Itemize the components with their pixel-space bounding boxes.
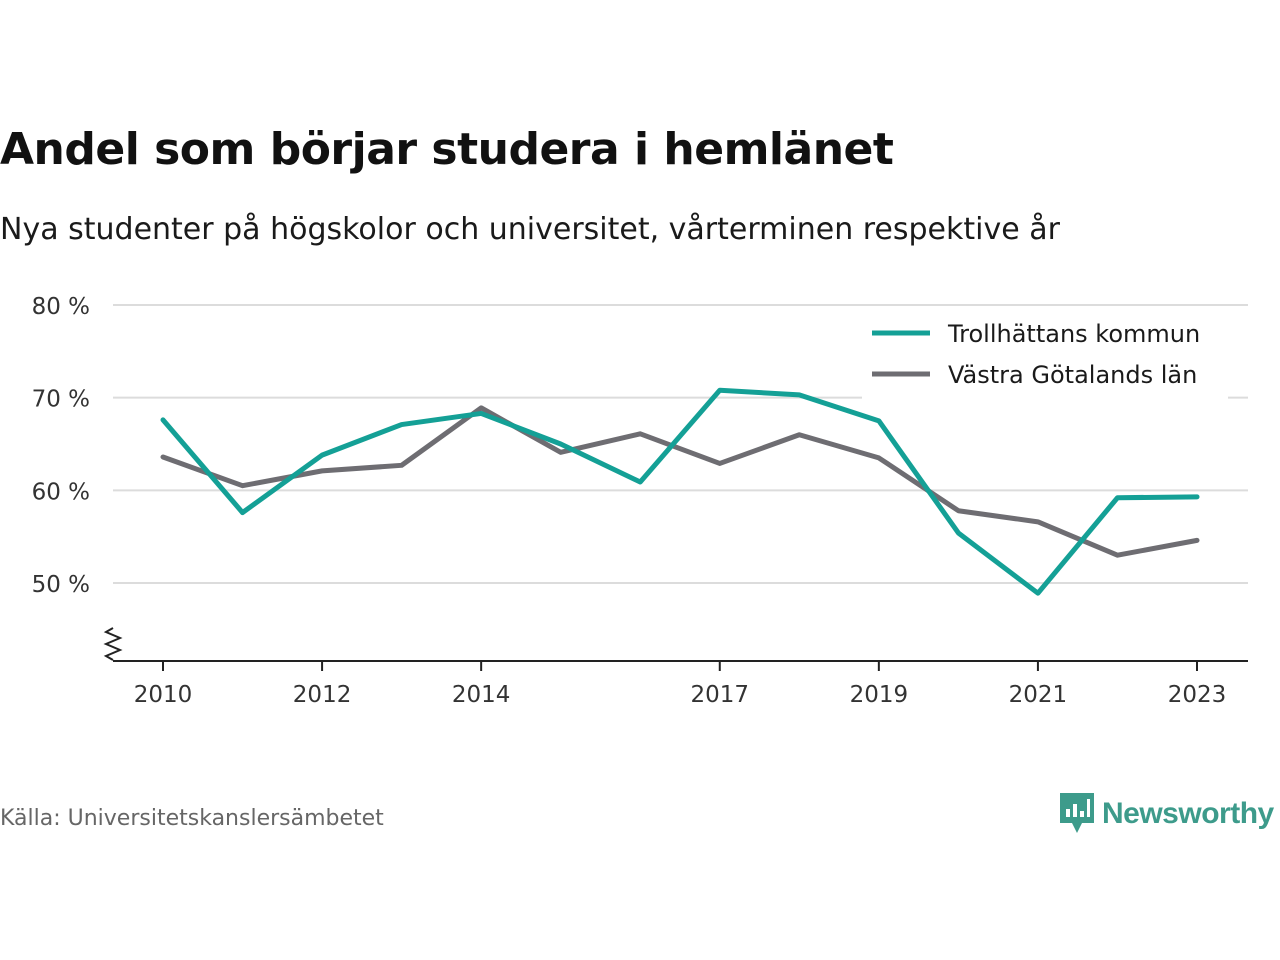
legend-background <box>862 316 1228 400</box>
axis-break-icon <box>103 627 123 661</box>
x-tick-label: 2019 <box>850 682 909 708</box>
chart-subtitle: Nya studenter på högskolor och universit… <box>0 212 1060 247</box>
line-chart: 50 % 60 % 70 % 80 % 2010 2012 2014 2017 2019 2021… <box>32 294 1248 708</box>
x-tick-label: 2010 <box>134 682 193 708</box>
legend-label: Trollhättans kommun <box>947 320 1200 348</box>
chart-title: Andel som börjar studera i hemlänet <box>0 124 894 175</box>
brand-name: Newsworthy <box>1102 797 1274 830</box>
y-tick-label: 80 % <box>32 294 90 320</box>
x-tick-label: 2014 <box>452 682 511 708</box>
x-tick-label: 2012 <box>293 682 352 708</box>
series-line <box>160 405 1200 558</box>
series-line <box>160 387 1200 596</box>
axes: 50 % 60 % 70 % 80 % 2010 2012 2014 2017 2019 2021… <box>32 294 1248 708</box>
x-tick-label: 2017 <box>690 682 749 708</box>
y-tick-label: 70 % <box>32 387 90 413</box>
newsworthy-logo-icon <box>1060 793 1094 833</box>
legend-label: Västra Götalands län <box>948 361 1197 389</box>
series-lines <box>160 387 1200 596</box>
x-tick-label: 2023 <box>1168 682 1227 708</box>
brand-logo: Newsworthy <box>1058 790 1274 838</box>
y-tick-label: 60 % <box>32 479 90 505</box>
source-note: Källa: Universitetskanslersämbetet <box>0 806 384 831</box>
x-tick-label: 2021 <box>1009 682 1068 708</box>
y-tick-label: 50 % <box>32 572 90 598</box>
legend: Trollhättans kommun Västra Götalands län <box>862 316 1228 400</box>
